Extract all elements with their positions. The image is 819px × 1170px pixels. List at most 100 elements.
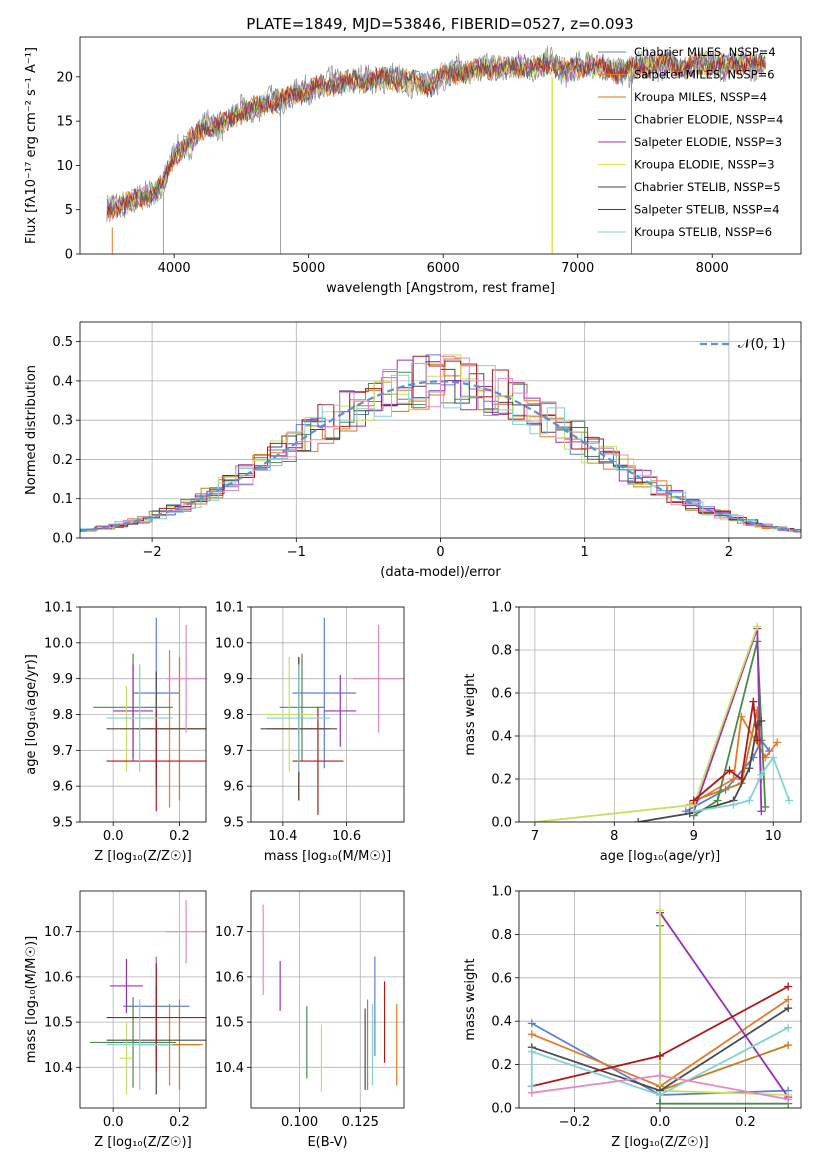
- x-tick-label: 0: [436, 545, 444, 560]
- x-axis-label: age [log₁₀(age/yr)]: [600, 849, 721, 864]
- y-tick-label: 10.6: [215, 970, 244, 985]
- mass-weight-marker: [745, 764, 754, 773]
- age-vs-metallicity-panel: 0.0 0.2 9.5 9.6 9.7 9.8 9.9 10.0 10.1 Z [log₁₀(Z/…: [24, 601, 207, 864]
- mass-weight-marker: [757, 716, 766, 725]
- y-axis-label: Flux [fλ10⁻¹⁷ erg cm⁻² s⁻¹ A⁻¹]: [24, 47, 39, 244]
- axes-frame: [79, 321, 802, 539]
- x-tick-label: 7: [531, 829, 539, 844]
- mass-vs-metallicity-panel: 0.0 0.2 10.4 10.5 10.6 10.7 Z [log₁₀(Z/Z☉)] mas…: [24, 890, 207, 1150]
- legend-entry: Salpeter ELODIE, NSSP=3: [634, 135, 782, 149]
- mass-weight-vs-age-panel: 7 8 9 10 0.0 0.2 0.4 0.6 0.8 1.0 age [log₁₀(age/yr…: [463, 601, 802, 864]
- y-tick-label: 0.8: [491, 644, 512, 659]
- legend-entry: Salpeter MILES, NSSP=6: [634, 68, 775, 82]
- y-tick-label: 10.6: [44, 970, 73, 985]
- mass-weight-marker: [757, 770, 766, 779]
- mass-weight-marker: [773, 738, 782, 747]
- mass-weight-marker: [761, 802, 770, 811]
- legend-entry: 𝒩(0, 1): [738, 337, 785, 352]
- mass-weight-marker: [769, 753, 778, 762]
- y-tick-label: 9.9: [52, 672, 73, 687]
- mass-weight-marker: [713, 796, 722, 805]
- age-vs-mass-panel: 10.4 10.6 9.5 9.6 9.7 9.8 9.9 10.0 10.1 mass [log…: [215, 601, 405, 864]
- y-tick-label: 0.0: [52, 532, 73, 547]
- mass-weight-marker: [689, 807, 698, 816]
- mass-weight-marker: [527, 1088, 536, 1097]
- x-tick-label: 10.4: [268, 829, 297, 844]
- x-tick-label: −2: [143, 545, 162, 560]
- mass-weight-marker: [527, 1030, 536, 1039]
- y-axis-label: mass [log₁₀(M/M☉)]: [24, 936, 39, 1063]
- y-tick-label: 9.7: [223, 744, 244, 759]
- y-tick-label: 10.5: [215, 1016, 244, 1031]
- y-tick-label: 0.4: [491, 1015, 512, 1030]
- mass-weight-marker: [784, 1041, 793, 1050]
- histogram-series: [80, 365, 801, 531]
- y-tick-label: 0.1: [52, 492, 73, 507]
- axes-frame: [250, 606, 405, 823]
- mass-weight-marker: [757, 807, 766, 816]
- y-tick-label: 9.5: [52, 816, 73, 831]
- x-tick-label: 4000: [158, 261, 191, 276]
- x-tick-label: 2: [725, 545, 733, 560]
- axes-frame: [79, 36, 802, 255]
- x-tick-label: 9: [690, 829, 698, 844]
- normal-curve: [80, 380, 801, 533]
- mass-weight-marker: [527, 1019, 536, 1028]
- y-tick-label: 10.0: [215, 636, 244, 651]
- y-tick-label: 0.3: [52, 414, 73, 429]
- axes-frame: [518, 606, 802, 823]
- y-tick-label: 10: [56, 159, 73, 174]
- legend-entry: Chabrier STELIB, NSSP=5: [634, 180, 781, 194]
- spectrum-title: PLATE=1849, MJD=53846, FIBERID=0527, z=0…: [246, 15, 633, 33]
- x-tick-label: 6000: [427, 261, 460, 276]
- mass-weight-marker: [784, 1004, 793, 1013]
- y-tick-label: 10.4: [44, 1061, 73, 1076]
- x-axis-label: Z [log₁₀(Z/Z☉)]: [94, 1135, 191, 1150]
- mass-weight-marker: [753, 622, 762, 631]
- legend-entry: Chabrier ELODIE, NSSP=4: [634, 113, 783, 127]
- y-axis-label: Normed distribution: [24, 365, 39, 495]
- x-tick-label: 0.100: [281, 1115, 318, 1130]
- mass-weight-marker: [784, 1095, 793, 1104]
- mass-weight-marker: [784, 995, 793, 1004]
- plot-area: [530, 622, 794, 822]
- mass-weight-marker: [656, 1090, 664, 1099]
- mass-weight-marker: [656, 906, 664, 915]
- y-tick-label: 5: [65, 203, 73, 218]
- y-tick-label: 10.1: [44, 601, 73, 616]
- y-tick-label: 10.0: [44, 636, 73, 651]
- mass-weight-marker: [656, 1071, 664, 1080]
- mass-weight-marker: [784, 982, 793, 991]
- y-tick-label: 0.6: [491, 971, 512, 986]
- x-axis-label: Z [log₁₀(Z/Z☉)]: [94, 849, 191, 864]
- y-tick-label: 1.0: [491, 601, 512, 616]
- axes-frame: [518, 890, 802, 1109]
- mass-weight-marker: [737, 775, 746, 783]
- spectrum-line: [106, 50, 766, 217]
- mass-weight-marker: [729, 775, 738, 783]
- plot-area: [80, 354, 801, 533]
- y-tick-label: 0.6: [491, 687, 512, 702]
- y-tick-label: 1.0: [491, 885, 512, 900]
- x-tick-label: 0.2: [169, 829, 190, 844]
- mass-weight-marker: [785, 796, 794, 805]
- y-tick-label: 0.4: [491, 730, 512, 745]
- mass-weight-marker: [753, 736, 762, 745]
- x-tick-label: 0.0: [650, 1115, 671, 1130]
- legend-entry: Kroupa ELODIE, NSSP=3: [634, 158, 775, 172]
- y-tick-label: 10.4: [215, 1061, 244, 1076]
- x-tick-label: 8: [610, 829, 618, 844]
- x-axis-label: Z [log₁₀(Z/Z☉)]: [611, 1135, 708, 1150]
- y-tick-label: 20: [56, 70, 73, 85]
- y-tick-label: 9.7: [52, 744, 73, 759]
- y-tick-label: 0.4: [52, 374, 73, 389]
- y-tick-label: 9.6: [52, 780, 73, 795]
- x-tick-label: 1: [581, 545, 589, 560]
- plot-area: [106, 45, 766, 254]
- x-tick-label: −1: [287, 545, 306, 560]
- mass-weight-marker: [634, 818, 643, 822]
- mass-weight-marker: [527, 1047, 536, 1056]
- y-tick-label: 0.0: [491, 1102, 512, 1117]
- y-axis-label: mass weight: [463, 958, 478, 1040]
